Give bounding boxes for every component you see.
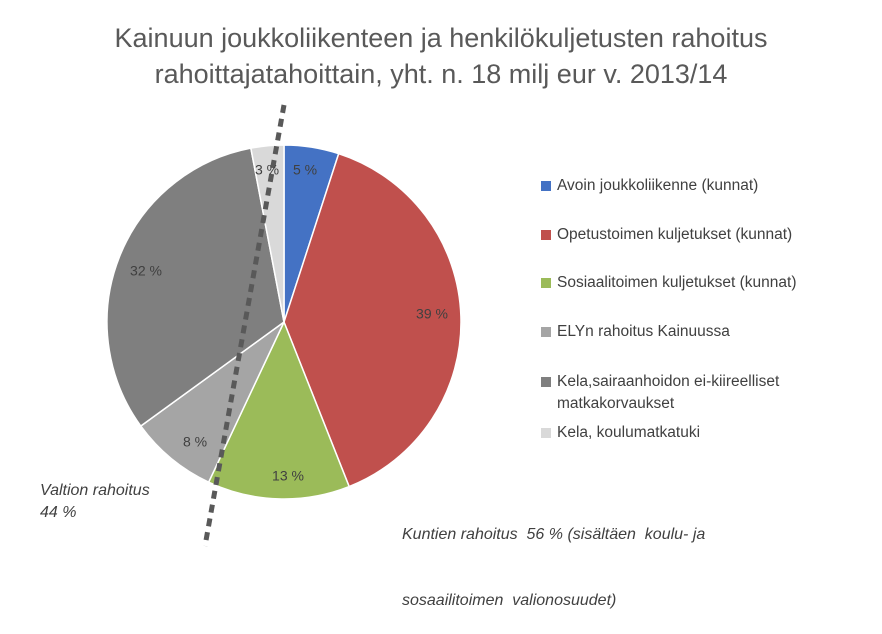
annotation-state-funding: Valtion rahoitus 44 % <box>40 480 150 524</box>
funding-divider-line <box>202 104 287 547</box>
chart-title: Kainuun joukkoliikenteen ja henkilökulje… <box>0 20 882 92</box>
pie-slice-elyn-rahoitus-kainuussa <box>139 321 285 484</box>
legend-item-kela-koulumatkatuki: Kela, koulumatkatuki <box>541 423 700 443</box>
legend-item-sosiaalitoimen-kuljetukset-kunnat: Sosiaalitoimen kuljetukset (kunnat) <box>541 273 797 293</box>
data-label-kela-sairaanhoidon-ei-kiireelliset-matkakorvaukset: 32 % <box>130 263 162 279</box>
data-label-kela-koulumatkatuki: 3 % <box>255 162 279 178</box>
legend-label: ELYn rahoitus Kainuussa <box>557 323 730 340</box>
annotation-state-funding-line-2: 44 % <box>40 504 77 521</box>
legend-swatch <box>541 230 551 240</box>
chart-title-line-1: Kainuun joukkoliikenteen ja henkilökulje… <box>114 23 768 53</box>
legend-item-kela-sairaanhoidon-ei-kiireelliset-matkakorvaukset: Kela,sairaanhoidon ei-kiireelliset matkak… <box>541 372 779 414</box>
legend-swatch <box>541 181 551 191</box>
annotation-municipal-funding-line-2: sosaailitoimen valionosuudet) <box>402 592 617 609</box>
legend-swatch <box>541 377 551 387</box>
legend-label: Avoin joukkoliikenne (kunnat) <box>557 177 759 194</box>
pie-chart: 5 % 39 % 13 % 8 % 32 % 3 % <box>106 104 462 547</box>
annotation-municipal-funding-line-1: Kuntien rahoitus 56 % (sisältäen koulu- … <box>402 526 706 543</box>
legend-label: Kela,sairaanhoidon ei-kiireelliset matkak… <box>557 373 780 412</box>
data-label-avoin-joukkoliikenne-kunnat: 5 % <box>293 162 317 178</box>
pie-slice-sosiaalitoimen-kuljetukset-kunnat <box>207 320 351 500</box>
data-label-elyn-rahoitus-kainuussa: 8 % <box>183 434 207 450</box>
annotation-municipal-funding: Kuntien rahoitus 56 % (sisältäen koulu- … <box>402 480 705 634</box>
pie-slice-opetustoimen-kuljetukset-kunnat <box>283 152 462 488</box>
legend-swatch <box>541 278 551 288</box>
legend-label: Opetustoimen kuljetukset (kunnat) <box>557 226 793 243</box>
data-label-sosiaalitoimen-kuljetukset-kunnat: 13 % <box>272 468 304 484</box>
annotation-state-funding-line-1: Valtion rahoitus <box>40 482 150 499</box>
chart-title-line-2: rahoittajatahoittain, yht. n. 18 milj eu… <box>154 59 728 89</box>
legend-item-elyn-rahoitus-kainuussa: ELYn rahoitus Kainuussa <box>541 322 730 342</box>
data-label-opetustoimen-kuljetukset-kunnat: 39 % <box>416 306 448 322</box>
legend-swatch <box>541 327 551 337</box>
pie-slice-kela-koulumatkatuki <box>249 144 285 323</box>
legend-item-opetustoimen-kuljetukset-kunnat: Opetustoimen kuljetukset (kunnat) <box>541 225 792 245</box>
legend-label: Sosiaalitoimen kuljetukset (kunnat) <box>557 274 797 291</box>
legend-label: Kela, koulumatkatuki <box>557 424 701 441</box>
legend-swatch <box>541 428 551 438</box>
pie-slice-kela-sairaanhoidon-ei-kiireelliset-matkakorvaukset <box>106 147 285 428</box>
legend-item-avoin-joukkoliikenne-kunnat: Avoin joukkoliikenne (kunnat) <box>541 176 758 196</box>
